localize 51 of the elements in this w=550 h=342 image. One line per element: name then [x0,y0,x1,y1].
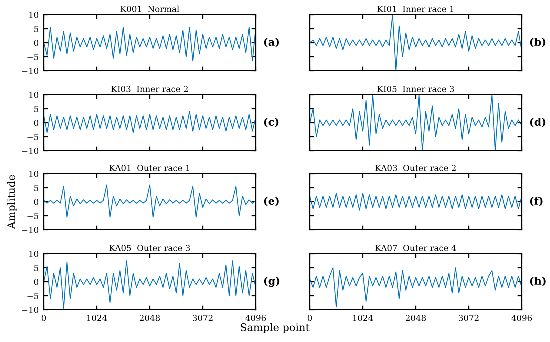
chart-title: KA07 Outer race 4 [376,245,456,252]
chart-title: KI05 Inner race 3 [378,86,454,92]
chart-title: K001 Normal [120,6,180,12]
text: (f) [530,196,543,206]
text: (c) [264,118,279,128]
y-tick-label: 10 [30,250,39,258]
y-tick-label: 5 [34,265,38,272]
text: (g) [264,276,280,288]
y-tick-label: 10 [30,170,39,178]
chart-title: KI03 Inner race 2 [112,86,188,92]
y-tick-label: 0 [34,120,39,126]
line-series [44,27,256,62]
y-tick-label: −10 [22,226,39,234]
chart-title: KA05 Outer race 3 [110,245,190,252]
x-tick-label: 0 [308,315,312,322]
y-tick-label: 10 [30,12,39,18]
y-tick-label: 5 [34,26,38,32]
x-tick-label: 0 [42,315,46,322]
text: (d) [530,118,546,128]
y-tick-label: −10 [22,68,39,74]
y-axis-title: Amplitude [7,175,18,230]
y-tick-label: 0 [34,40,39,46]
text: (h) [530,276,546,286]
x-tick-label: 3072 [459,315,479,322]
x-tick-label: 4096 [512,315,532,322]
y-tick-label: 0 [34,278,39,286]
x-tick-label: 1024 [353,315,374,322]
y-tick-label: −5 [28,134,38,140]
chart-title: KA01 Outer race 1 [110,165,190,172]
y-tick-label: −10 [22,148,39,154]
chart-title: KA03 Outer race 2 [376,165,456,172]
y-tick-label: −5 [28,213,38,220]
x-tick-label: 3072 [193,315,213,322]
text: (e) [264,196,279,206]
text: (b) [530,38,546,48]
y-tick-label: 5 [34,185,38,192]
x-axis-title: Sample point [240,323,310,334]
y-tick-label: −5 [28,293,38,300]
y-tick-label: 5 [34,106,38,112]
x-tick-label: 4096 [246,315,266,322]
y-tick-label: 10 [30,92,39,98]
y-tick-label: −5 [28,54,38,60]
chart-title: KI01 Inner race 1 [378,6,454,12]
y-tick-label: −10 [22,306,39,314]
line-series [44,184,256,218]
x-tick-label: 1024 [87,315,108,322]
x-tick-label: 2048 [140,315,160,322]
text: (a) [264,38,280,48]
line-series [44,111,256,134]
y-tick-label: 0 [34,198,39,206]
x-tick-label: 2048 [406,315,426,322]
